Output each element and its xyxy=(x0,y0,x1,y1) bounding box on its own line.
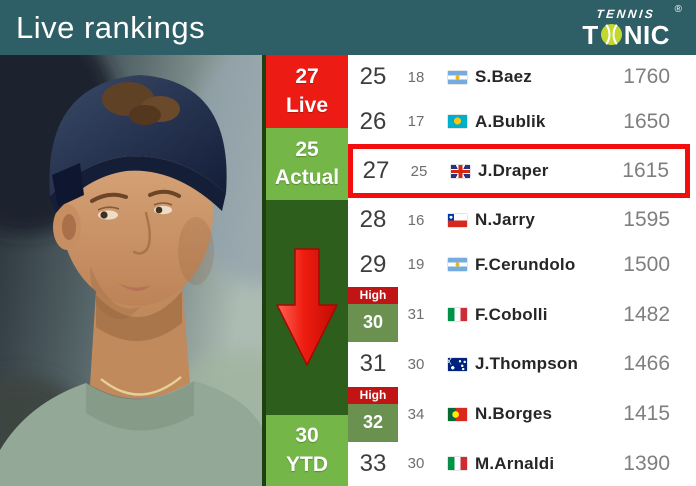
live-rank-box: 27 Live xyxy=(266,55,348,128)
points-value: 1760 xyxy=(623,65,670,89)
actual-rank-label: Actual xyxy=(274,166,340,189)
table-row[interactable]: High 30 31 F.Cobolli 1482 xyxy=(348,287,696,343)
header-bar: Live rankings TENNIS T NIC ® xyxy=(0,0,696,55)
previous-rank: 19 xyxy=(407,256,425,274)
rankings-table: 25 18 S.Baez 1760 26 17 A.Bublik 1650 27… xyxy=(348,55,696,486)
rank-summary-column: 27 Live 25 Actual xyxy=(262,55,348,486)
country-flag-icon xyxy=(448,457,467,471)
actual-rank-value: 25 xyxy=(295,137,319,161)
logo-word-tonic: T NIC xyxy=(582,19,670,50)
player-name: M.Arnaldi xyxy=(475,453,555,473)
live-rank: 32 xyxy=(348,403,398,442)
points-value: 1390 xyxy=(623,451,670,475)
live-rank-label: Live xyxy=(285,93,329,117)
page-title: Live rankings xyxy=(16,9,206,45)
player-name: F.Cerundolo xyxy=(475,254,576,274)
previous-rank: 25 xyxy=(410,162,428,180)
points-value: 1466 xyxy=(623,352,670,376)
points-value: 1415 xyxy=(623,402,670,426)
career-high-label: High xyxy=(348,287,398,305)
country-flag-icon xyxy=(451,164,470,178)
previous-rank: 31 xyxy=(407,306,425,324)
content-area: 27 Live 25 Actual xyxy=(0,55,696,486)
player-name: J.Thompson xyxy=(475,354,579,374)
player-photo xyxy=(0,55,262,486)
table-row[interactable]: 25 18 S.Baez 1760 xyxy=(348,55,696,99)
points-value: 1650 xyxy=(623,109,670,133)
table-row[interactable]: 31 30 J.Thompson 1466 xyxy=(348,342,696,386)
live-rank: 27 xyxy=(362,157,390,185)
tennis-ball-icon xyxy=(600,23,623,46)
live-rank: 29 xyxy=(359,250,387,278)
table-row[interactable]: 29 19 F.Cerundolo 1500 xyxy=(348,243,696,287)
player-name: J.Draper xyxy=(478,161,549,181)
previous-rank: 30 xyxy=(407,455,425,473)
country-flag-icon xyxy=(448,115,467,129)
player-name: A.Bublik xyxy=(475,111,546,131)
table-row[interactable]: 33 30 M.Arnaldi 1390 xyxy=(348,442,696,486)
table-row[interactable]: 28 16 N.Jarry 1595 xyxy=(348,198,696,242)
country-flag-icon xyxy=(448,213,467,227)
table-row-highlighted[interactable]: 27 25 J.Draper 1615 xyxy=(348,143,690,199)
country-flag-icon xyxy=(448,357,467,371)
career-high-badge: High 30 xyxy=(348,287,398,343)
career-high-label: High xyxy=(348,386,398,404)
ytd-rank-label: YTD xyxy=(286,452,328,476)
player-name: N.Jarry xyxy=(475,210,535,230)
points-value: 1482 xyxy=(623,302,670,326)
country-flag-icon xyxy=(448,258,467,272)
previous-rank: 16 xyxy=(407,211,425,229)
live-rank-value: 27 xyxy=(295,65,319,89)
live-rank: 28 xyxy=(359,206,387,234)
trend-arrow-area xyxy=(266,200,348,415)
points-value: 1615 xyxy=(622,159,669,183)
points-value: 1500 xyxy=(623,252,670,276)
rank-drop-arrow-icon xyxy=(276,247,338,366)
live-rank: 33 xyxy=(359,449,387,477)
table-row[interactable]: High 32 34 N.Borges 1415 xyxy=(348,386,696,442)
country-flag-icon xyxy=(448,70,467,84)
player-portrait-illustration xyxy=(0,55,262,486)
actual-rank-box: 25 Actual xyxy=(266,128,348,200)
career-high-badge: High 32 xyxy=(348,386,398,442)
logo-word-tennis: TENNIS xyxy=(595,6,657,21)
previous-rank: 17 xyxy=(407,113,425,131)
tennis-tonic-logo[interactable]: TENNIS T NIC ® xyxy=(582,3,682,50)
ytd-rank-value: 30 xyxy=(295,424,319,448)
player-name: S.Baez xyxy=(475,67,532,87)
table-row[interactable]: 26 17 A.Bublik 1650 xyxy=(348,99,696,143)
previous-rank: 30 xyxy=(407,355,425,373)
player-name: F.Cobolli xyxy=(475,304,548,324)
live-rank: 30 xyxy=(348,304,398,343)
live-rank: 25 xyxy=(359,63,387,91)
country-flag-icon xyxy=(448,308,467,322)
registered-trademark-icon: ® xyxy=(674,3,682,15)
previous-rank: 18 xyxy=(407,68,425,86)
ytd-rank-box: 30 YTD xyxy=(266,415,348,486)
country-flag-icon xyxy=(448,407,467,421)
live-rank: 31 xyxy=(359,350,387,378)
previous-rank: 34 xyxy=(407,405,425,423)
live-rank: 26 xyxy=(359,107,387,135)
player-name: N.Borges xyxy=(475,404,553,424)
points-value: 1595 xyxy=(623,208,670,232)
